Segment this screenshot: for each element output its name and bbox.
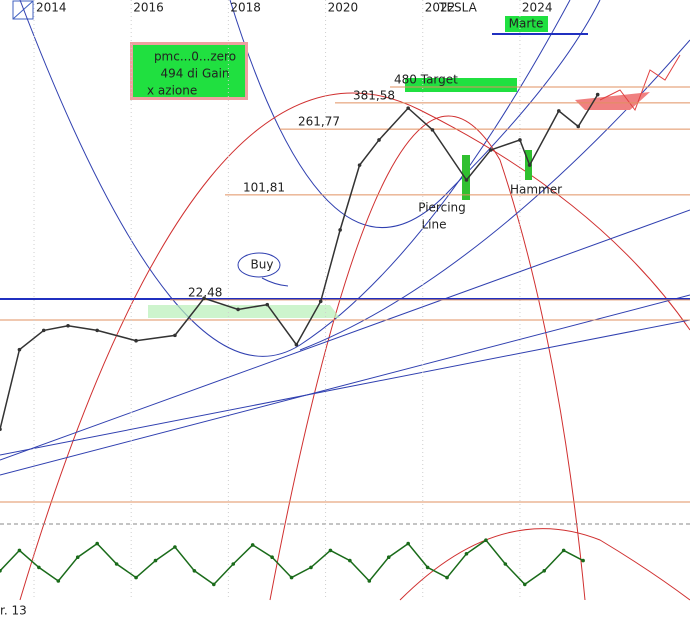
point bbox=[114, 562, 119, 566]
icon bbox=[12, 0, 34, 20]
point bbox=[318, 299, 323, 304]
point bbox=[357, 163, 362, 167]
x-tick-label: 2018 bbox=[230, 1, 261, 15]
projection bbox=[599, 54, 681, 112]
point bbox=[173, 333, 177, 338]
arc bbox=[19, 92, 690, 601]
x-tick-label: 2024 bbox=[522, 1, 553, 15]
point bbox=[561, 548, 566, 553]
level-label: 261,77 bbox=[298, 115, 340, 129]
point bbox=[406, 541, 410, 546]
point bbox=[192, 569, 197, 573]
point bbox=[0, 569, 2, 573]
point bbox=[236, 307, 240, 312]
point bbox=[270, 555, 274, 559]
point bbox=[153, 558, 158, 563]
note-box bbox=[133, 45, 245, 97]
x-tick-label: 2014 bbox=[36, 1, 67, 15]
arc bbox=[269, 115, 586, 601]
point bbox=[294, 342, 299, 347]
point bbox=[328, 548, 333, 553]
trend-line bbox=[0, 319, 690, 456]
point bbox=[557, 109, 561, 113]
drawings bbox=[0, 0, 690, 601]
point bbox=[202, 296, 206, 301]
point bbox=[41, 328, 46, 333]
point bbox=[425, 565, 430, 570]
arc bbox=[229, 0, 601, 229]
point bbox=[522, 582, 527, 587]
point bbox=[75, 555, 80, 559]
point bbox=[576, 124, 581, 129]
point bbox=[37, 565, 41, 570]
footer: r. 13 bbox=[0, 604, 27, 618]
point bbox=[66, 323, 70, 328]
note-text: x azione bbox=[147, 84, 197, 98]
point bbox=[595, 92, 600, 97]
point bbox=[134, 338, 138, 343]
point bbox=[406, 106, 410, 110]
subtitle: Marte bbox=[509, 17, 544, 31]
point bbox=[527, 163, 532, 167]
point bbox=[173, 545, 177, 549]
point bbox=[56, 579, 61, 583]
annotation: Piercing bbox=[418, 201, 466, 215]
point bbox=[95, 541, 99, 546]
point bbox=[503, 562, 508, 566]
point bbox=[430, 128, 435, 132]
point bbox=[464, 552, 469, 556]
point bbox=[464, 178, 469, 182]
point bbox=[309, 565, 313, 570]
point bbox=[17, 548, 22, 553]
chart-title: TESLA bbox=[438, 1, 477, 15]
point bbox=[212, 582, 216, 587]
level-label: 381,58 bbox=[353, 88, 395, 102]
x-tick-label: 2022 bbox=[425, 1, 456, 15]
point bbox=[518, 138, 522, 142]
point bbox=[231, 562, 236, 566]
arrow bbox=[261, 277, 289, 287]
point bbox=[17, 347, 22, 352]
point bbox=[289, 575, 294, 580]
annotation: Line bbox=[421, 218, 446, 232]
target-box bbox=[405, 78, 517, 92]
point bbox=[0, 427, 2, 432]
x-tick-label: 2016 bbox=[133, 1, 164, 15]
annotation: Buy bbox=[251, 258, 274, 272]
zone bbox=[148, 305, 340, 318]
note-text: 494 di Gain bbox=[160, 67, 229, 81]
candle-highlight bbox=[462, 155, 470, 200]
point bbox=[386, 555, 391, 559]
point bbox=[348, 558, 352, 563]
level-label: 101,81 bbox=[243, 180, 285, 194]
trend-line bbox=[0, 209, 690, 461]
point bbox=[338, 228, 342, 232]
point bbox=[542, 569, 547, 573]
point bbox=[377, 138, 381, 142]
note-text: pmc...0...zero bbox=[154, 50, 236, 64]
icon-line bbox=[12, 0, 34, 20]
level-label: 22,48 bbox=[188, 285, 222, 299]
annotation: Hammer bbox=[510, 183, 562, 197]
subtitle-box bbox=[505, 16, 548, 32]
point bbox=[581, 558, 585, 563]
point bbox=[445, 575, 449, 580]
point bbox=[134, 575, 138, 580]
arc bbox=[399, 528, 690, 601]
point bbox=[484, 538, 488, 542]
point bbox=[265, 302, 270, 307]
price-line bbox=[0, 94, 599, 430]
point bbox=[367, 579, 372, 583]
x-tick-label: 2020 bbox=[328, 1, 359, 15]
point bbox=[488, 148, 493, 152]
point bbox=[95, 328, 99, 333]
point bbox=[250, 543, 255, 547]
arc bbox=[19, 0, 571, 357]
trend-line bbox=[0, 294, 690, 476]
buy-ellipse bbox=[237, 252, 281, 278]
level-label: 480 Target bbox=[394, 72, 458, 86]
